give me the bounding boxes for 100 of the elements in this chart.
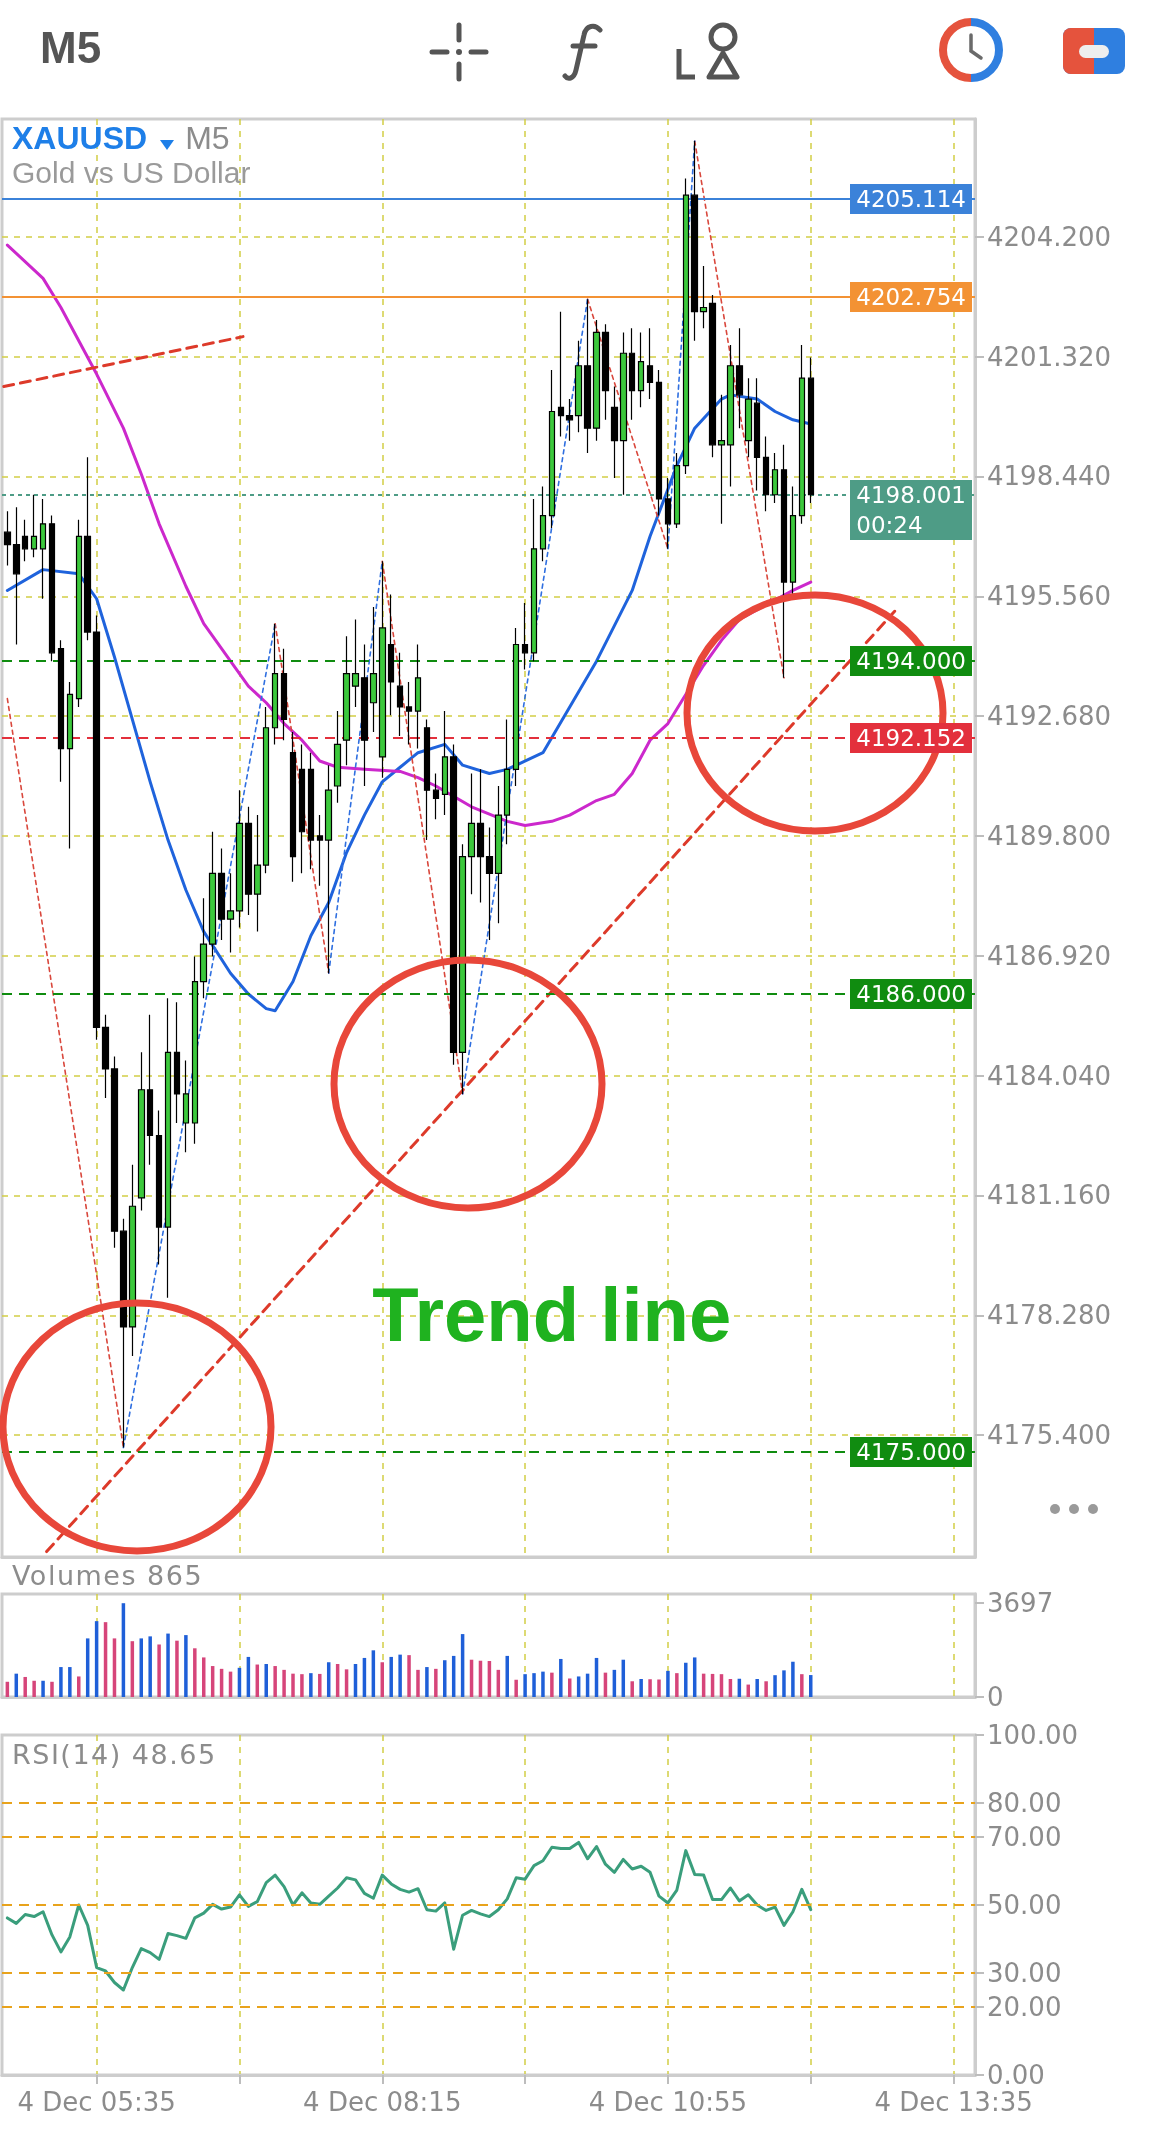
candlestick <box>619 331 628 496</box>
candlestick <box>565 398 574 442</box>
candlestick <box>396 652 404 737</box>
y-tick-label: 20.00 <box>987 1992 1062 2022</box>
text: Gold vs US Dollar <box>12 156 251 190</box>
ref-line-label: 4202.754 <box>850 281 972 312</box>
candlestick <box>369 606 378 733</box>
candlestick <box>119 1218 128 1449</box>
candlestick <box>12 506 21 646</box>
candlestick <box>21 519 29 562</box>
candlestick <box>262 706 270 874</box>
bar <box>630 1681 634 1697</box>
candlestick <box>387 593 395 716</box>
bar <box>550 1672 554 1697</box>
candlestick <box>155 1109 163 1266</box>
bar <box>559 1658 563 1697</box>
candlestick <box>494 785 503 924</box>
bar <box>764 1681 768 1697</box>
candlestick <box>628 327 636 421</box>
candlestick <box>324 764 333 974</box>
y-tick-label: 4204.200 <box>987 221 1112 252</box>
candlestick <box>548 369 556 529</box>
candlestick <box>789 485 797 596</box>
ref-line-label: 4186.000 <box>850 979 972 1010</box>
candlestick <box>699 265 708 329</box>
candlestick <box>503 718 511 845</box>
candlestick <box>708 294 717 458</box>
bar <box>666 1670 670 1697</box>
bar <box>77 1676 81 1697</box>
candlestick <box>30 494 38 558</box>
bar <box>434 1668 438 1697</box>
bar <box>684 1662 688 1697</box>
candlestick <box>137 1051 146 1211</box>
candlestick <box>128 1164 137 1357</box>
bar <box>425 1667 429 1697</box>
candlestick <box>646 327 654 400</box>
y-tick-label: 4192.680 <box>987 701 1112 732</box>
candlestick <box>182 1060 190 1153</box>
candlestick <box>3 510 12 567</box>
candlestick <box>583 298 592 454</box>
x-tick-label: 4 Dec 05:35 <box>17 2087 176 2117</box>
candlestick <box>655 369 663 517</box>
bar <box>32 1680 36 1697</box>
bar <box>675 1673 679 1697</box>
text: M5 <box>40 22 102 74</box>
candlestick <box>316 814 324 887</box>
candlestick <box>298 743 306 874</box>
bar <box>639 1678 643 1697</box>
candlestick <box>512 627 520 787</box>
y-tick-label: 4195.560 <box>987 581 1112 612</box>
line-series <box>5 1840 813 1992</box>
candlestick <box>351 618 360 708</box>
x-tick-label: 4 Dec 08:15 <box>303 2087 462 2117</box>
y-tick-label: 3697 <box>987 1588 1054 1619</box>
ref-line-label: 4198.001 00:24 <box>850 479 972 540</box>
candlestick <box>217 847 226 941</box>
candlestick <box>682 177 690 475</box>
candlestick <box>449 743 458 1066</box>
y-tick-label: 70.00 <box>987 1822 1062 1852</box>
candlestick <box>57 639 65 783</box>
ref-line-label: 4175.000 <box>850 1436 972 1467</box>
candlestick <box>307 752 315 870</box>
bar <box>523 1674 527 1697</box>
bar <box>809 1675 813 1697</box>
candlestick <box>673 452 681 529</box>
candlestick <box>530 498 538 662</box>
bar <box>791 1661 795 1697</box>
ref-line-label: 4205.114 <box>850 183 972 214</box>
y-tick-label: 100.00 <box>987 1720 1078 1750</box>
candlestick <box>405 681 413 745</box>
y-tick-label: 4189.800 <box>987 820 1112 851</box>
chart-title: XAUUSD <box>12 120 148 156</box>
candlestick <box>771 452 779 504</box>
candlestick <box>601 323 610 421</box>
candlestick <box>780 444 788 679</box>
bar <box>532 1673 536 1697</box>
bar <box>657 1679 661 1697</box>
annotation: Trend line <box>372 1272 732 1358</box>
bar <box>50 1681 54 1697</box>
bar <box>23 1676 27 1697</box>
ref-line-label: 4192.152 <box>850 723 972 754</box>
y-tick-label: 4178.280 <box>987 1300 1112 1331</box>
candlestick <box>226 872 235 954</box>
bar <box>389 1656 393 1697</box>
candlestick <box>378 560 387 779</box>
bar <box>514 1679 518 1697</box>
y-tick-label: 4198.440 <box>987 461 1112 492</box>
y-tick-label: 80.00 <box>987 1788 1062 1818</box>
candlestick <box>467 772 476 895</box>
bar <box>300 1674 304 1697</box>
candlestick <box>253 814 262 933</box>
bar <box>443 1660 447 1697</box>
bar <box>505 1655 509 1697</box>
x-tick-label: 4 Dec 10:55 <box>588 2087 748 2117</box>
candlestick <box>101 1014 110 1099</box>
chart-title: RSI(14) 48.65 <box>12 1739 217 1770</box>
candlestick <box>208 831 217 958</box>
candlestick <box>39 498 47 600</box>
candlestick <box>798 344 806 525</box>
bar <box>264 1664 268 1697</box>
